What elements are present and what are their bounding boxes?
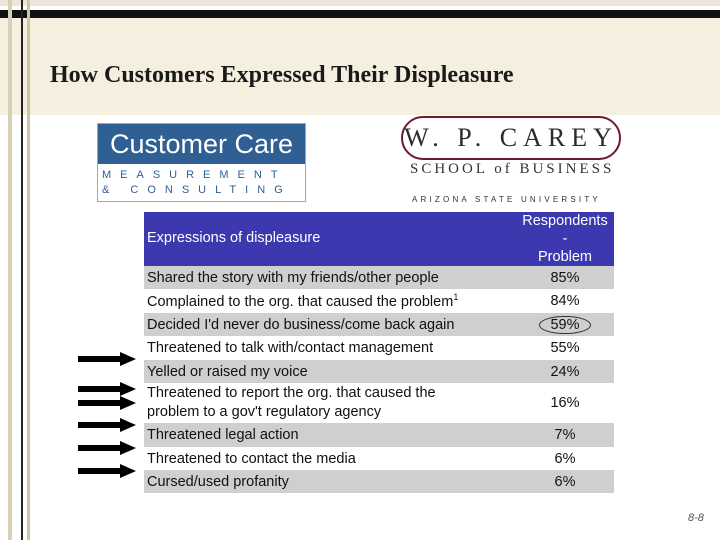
row-label: Cursed/used profanity — [144, 470, 516, 493]
arrow-right-icon — [78, 352, 136, 366]
row-value: 6% — [516, 447, 614, 470]
customer-care-logo-title: Customer Care — [98, 124, 305, 164]
row-label-line1: Threatened to report the org. that cause… — [147, 385, 436, 401]
top-band — [0, 0, 720, 6]
row-label-multiline: Threatened to report the org. that cause… — [144, 383, 516, 423]
circled-value: 59% — [539, 315, 591, 334]
row-value: 7% — [516, 423, 614, 447]
left-rule-tan — [8, 0, 12, 540]
table-header-row: Expressions of displeasure Respondents -… — [144, 212, 614, 266]
row-value: 84% — [516, 289, 614, 313]
table-row: Cursed/used profanity 6% — [144, 470, 614, 493]
row-value: 6% — [516, 470, 614, 493]
header-respondents-line1: Respondents - — [522, 213, 608, 247]
left-rule-black — [21, 0, 23, 540]
left-rule-tan-inner — [27, 0, 30, 540]
header-respondents: Respondents - Problem — [516, 212, 614, 266]
header-respondents-line2: Problem — [538, 249, 592, 265]
table-row: Yelled or raised my voice 24% — [144, 360, 614, 383]
customer-care-logo-line2: MEASUREMENT — [102, 169, 287, 181]
wp-carey-logo-university: ARIZONA STATE UNIVERSITY — [412, 195, 601, 204]
table-row: Threatened legal action 7% — [144, 423, 614, 447]
table-row: Decided I'd never do business/come back … — [144, 313, 614, 336]
arrow-right-icon — [78, 418, 136, 432]
header-expressions: Expressions of displeasure — [144, 212, 516, 266]
customer-care-logo-line3: & CONSULTING — [102, 184, 292, 196]
row-label: Decided I'd never do business/come back … — [144, 313, 516, 336]
wp-carey-logo: W. P. CAREY — [401, 116, 621, 160]
wp-carey-logo-name: W. P. CAREY — [404, 123, 618, 152]
row-label: Complained to the org. that caused the p… — [147, 293, 454, 310]
row-label: Threatened legal action — [144, 423, 516, 447]
slide-title: How Customers Expressed Their Displeasur… — [50, 62, 514, 88]
row-label: Threatened to contact the media — [144, 447, 516, 470]
table-row: Threatened to report the org. that cause… — [144, 383, 614, 423]
table-row: Complained to the org. that caused the p… — [144, 289, 614, 313]
row-label: Yelled or raised my voice — [144, 360, 516, 383]
slide-number: 8-8 — [688, 512, 704, 524]
table-row: Threatened to talk with/contact manageme… — [144, 336, 614, 360]
customer-care-logo: Customer Care MEASUREMENT & CONSULTING — [97, 123, 306, 202]
table-row: Threatened to contact the media 6% — [144, 447, 614, 470]
row-label-line2: problem to a gov't regulatory agency — [147, 404, 382, 420]
row-value: 24% — [516, 360, 614, 383]
table-row: Shared the story with my friends/other p… — [144, 266, 614, 289]
row-value: 85% — [516, 266, 614, 289]
wp-carey-logo-school: SCHOOL of BUSINESS — [410, 161, 615, 177]
displeasure-table: Expressions of displeasure Respondents -… — [144, 212, 614, 493]
top-rule — [0, 10, 720, 18]
footnote-marker: 1 — [453, 292, 459, 303]
row-value: 55% — [516, 336, 614, 360]
row-label: Threatened to talk with/contact manageme… — [144, 336, 516, 360]
arrow-right-icon — [78, 396, 136, 410]
arrow-right-icon — [78, 464, 136, 478]
row-label: Shared the story with my friends/other p… — [144, 266, 516, 289]
arrow-right-icon — [78, 441, 136, 455]
row-value: 16% — [516, 383, 614, 423]
header-band — [0, 18, 720, 115]
row-value-cell: 59% — [516, 313, 614, 336]
arrow-right-icon — [78, 382, 136, 396]
row-label-with-footnote: Complained to the org. that caused the p… — [144, 289, 516, 313]
